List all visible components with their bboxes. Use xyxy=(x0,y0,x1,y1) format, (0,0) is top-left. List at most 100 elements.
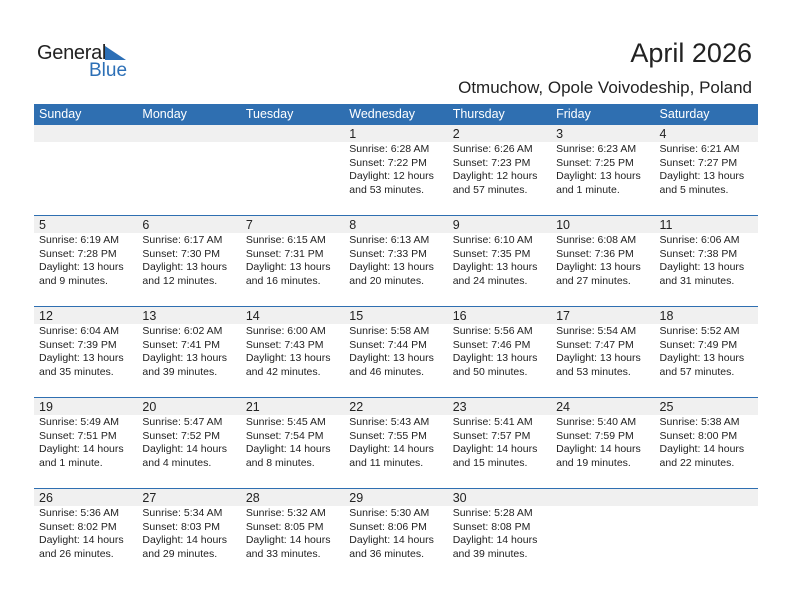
day-cell: 5 Sunrise: 6:19 AM Sunset: 7:28 PM Daylight… xyxy=(34,216,138,306)
daylight2-text: and 50 minutes. xyxy=(452,365,528,378)
day-info: Sunrise: 6:26 AM Sunset: 7:23 PM Daylight:… xyxy=(448,142,551,197)
sunset-text: Sunset: 7:35 PM xyxy=(452,247,531,260)
sunset-text: Sunset: 7:30 PM xyxy=(142,247,221,260)
day-number: 1 xyxy=(344,125,448,142)
day-number: 29 xyxy=(344,489,448,506)
day-info: Sunrise: 6:10 AM Sunset: 7:35 PM Daylight:… xyxy=(448,233,551,288)
sunset-text: Sunset: 8:05 PM xyxy=(245,520,324,533)
day-info: Sunrise: 5:49 AM Sunset: 7:51 PM Daylight:… xyxy=(34,415,137,470)
day-info: Sunrise: 6:15 AM Sunset: 7:31 PM Daylight:… xyxy=(241,233,344,288)
sunset-text: Sunset: 8:06 PM xyxy=(349,520,427,533)
weekday-monday: Monday xyxy=(142,107,187,121)
day-info: Sunrise: 6:28 AM Sunset: 7:22 PM Daylight:… xyxy=(344,142,447,197)
sunset-text: Sunset: 7:25 PM xyxy=(556,156,634,169)
daylight2-text: and 20 minutes. xyxy=(349,274,424,287)
day-cell: 3 Sunrise: 6:23 AM Sunset: 7:25 PM Daylight… xyxy=(551,125,655,215)
page-title: April 2026 xyxy=(630,38,752,68)
day-number: 7 xyxy=(240,216,345,233)
daylight1-text: Daylight: 13 hours xyxy=(452,261,538,273)
sunrise-text: Sunrise: 6:17 AM xyxy=(142,234,223,246)
day-cell: 30 Sunrise: 5:28 AM Sunset: 8:08 PM Dayligh… xyxy=(447,489,552,579)
sunrise-text: Sunrise: 6:28 AM xyxy=(349,143,430,155)
day-number: 5 xyxy=(34,216,138,233)
day-cell: 2 Sunrise: 6:26 AM Sunset: 7:23 PM Daylight… xyxy=(447,125,552,215)
daylight1-text: Daylight: 13 hours xyxy=(245,261,331,273)
day-cell: 24 Sunrise: 5:40 AM Sunset: 7:59 PM Dayligh… xyxy=(551,398,655,488)
day-cell: 1 Sunrise: 6:28 AM Sunset: 7:22 PM Daylight… xyxy=(344,125,448,215)
sunset-text: Sunset: 7:52 PM xyxy=(142,429,221,442)
day-info: Sunrise: 5:34 AM Sunset: 8:03 PM Daylight:… xyxy=(137,506,240,561)
sunset-text: Sunset: 7:54 PM xyxy=(245,429,324,442)
sunrise-text: Sunrise: 5:38 AM xyxy=(659,416,740,428)
daylight2-text: and 8 minutes. xyxy=(245,456,315,469)
logo-text-blue: Blue xyxy=(89,60,128,81)
sunset-text: Sunset: 7:47 PM xyxy=(556,338,634,351)
sunrise-text: Sunrise: 5:30 AM xyxy=(349,507,430,519)
sunset-text: Sunset: 7:28 PM xyxy=(39,247,117,260)
daylight1-text: Daylight: 13 hours xyxy=(39,261,124,273)
day-info: Sunrise: 6:19 AM Sunset: 7:28 PM Daylight:… xyxy=(34,233,137,288)
day-cell: 23 Sunrise: 5:41 AM Sunset: 7:57 PM Dayligh… xyxy=(447,398,552,488)
day-number: 16 xyxy=(447,307,552,324)
sunrise-text: Sunrise: 5:58 AM xyxy=(349,325,430,337)
daylight1-text: Daylight: 14 hours xyxy=(142,443,228,455)
daylight2-text: and 1 minute. xyxy=(39,456,103,469)
day-info: Sunrise: 5:36 AM Sunset: 8:02 PM Daylight:… xyxy=(34,506,137,561)
daylight1-text: Daylight: 14 hours xyxy=(39,534,124,546)
day-cell: 20 Sunrise: 5:47 AM Sunset: 7:52 PM Dayligh… xyxy=(137,398,241,488)
sunrise-text: Sunrise: 5:28 AM xyxy=(452,507,533,519)
day-number: 6 xyxy=(137,216,241,233)
weekday-sunday: Sunday xyxy=(39,107,82,121)
daylight2-text: and 1 minute. xyxy=(556,183,620,196)
day-number xyxy=(137,125,241,142)
sunset-text: Sunset: 7:41 PM xyxy=(142,338,221,351)
daylight2-text: and 4 minutes. xyxy=(142,456,212,469)
sunset-text: Sunset: 8:00 PM xyxy=(659,429,738,442)
day-number: 15 xyxy=(344,307,448,324)
empty-cell xyxy=(240,125,345,215)
day-cell: 28 Sunrise: 5:32 AM Sunset: 8:05 PM Dayligh… xyxy=(240,489,345,579)
daylight1-text: Daylight: 14 hours xyxy=(556,443,641,455)
day-info: Sunrise: 5:30 AM Sunset: 8:06 PM Daylight:… xyxy=(344,506,447,561)
day-cell: 4 Sunrise: 6:21 AM Sunset: 7:27 PM Daylight… xyxy=(654,125,758,215)
day-info: Sunrise: 5:32 AM Sunset: 8:05 PM Daylight:… xyxy=(241,506,344,561)
sunrise-text: Sunrise: 5:52 AM xyxy=(659,325,740,337)
day-number: 21 xyxy=(240,398,345,415)
day-info: Sunrise: 6:23 AM Sunset: 7:25 PM Daylight:… xyxy=(551,142,654,197)
daylight1-text: Daylight: 13 hours xyxy=(659,170,745,182)
weekday-header: Sunday Monday Tuesday Wednesday Thursday Frid… xyxy=(34,104,758,125)
sunset-text: Sunset: 8:02 PM xyxy=(39,520,117,533)
daylight1-text: Daylight: 13 hours xyxy=(556,352,641,364)
daylight1-text: Daylight: 14 hours xyxy=(245,534,331,546)
day-cell: 18 Sunrise: 5:52 AM Sunset: 7:49 PM Dayligh… xyxy=(654,307,758,397)
day-info: Sunrise: 6:00 AM Sunset: 7:43 PM Daylight:… xyxy=(241,324,344,379)
daylight2-text: and 22 minutes. xyxy=(659,456,735,469)
day-number: 17 xyxy=(551,307,655,324)
daylight2-text: and 36 minutes. xyxy=(349,547,424,560)
sunrise-text: Sunrise: 5:47 AM xyxy=(142,416,223,428)
daylight1-text: Daylight: 12 hours xyxy=(452,170,538,182)
daylight2-text: and 35 minutes. xyxy=(39,365,114,378)
day-cell: 16 Sunrise: 5:56 AM Sunset: 7:46 PM Dayligh… xyxy=(447,307,552,397)
week-row: 5 Sunrise: 6:19 AM Sunset: 7:28 PM Daylight… xyxy=(34,215,758,306)
day-number: 25 xyxy=(654,398,758,415)
day-number: 18 xyxy=(654,307,758,324)
daylight2-text: and 39 minutes. xyxy=(142,365,218,378)
week-row: 26 Sunrise: 5:36 AM Sunset: 8:02 PM Dayligh… xyxy=(34,488,758,579)
sunset-text: Sunset: 7:59 PM xyxy=(556,429,634,442)
sunset-text: Sunset: 7:33 PM xyxy=(349,247,427,260)
sunrise-text: Sunrise: 5:41 AM xyxy=(452,416,533,428)
daylight2-text: and 53 minutes. xyxy=(556,365,631,378)
day-info: Sunrise: 6:08 AM Sunset: 7:36 PM Daylight:… xyxy=(551,233,654,288)
weekday-friday: Friday xyxy=(556,107,591,121)
day-cell: 17 Sunrise: 5:54 AM Sunset: 7:47 PM Dayligh… xyxy=(551,307,655,397)
empty-cell xyxy=(137,125,241,215)
weekday-wednesday: Wednesday xyxy=(349,107,416,121)
daylight2-text: and 5 minutes. xyxy=(659,183,729,196)
day-info: Sunrise: 5:58 AM Sunset: 7:44 PM Daylight:… xyxy=(344,324,447,379)
empty-cell xyxy=(551,489,655,579)
day-cell: 21 Sunrise: 5:45 AM Sunset: 7:54 PM Dayligh… xyxy=(240,398,345,488)
sunset-text: Sunset: 7:51 PM xyxy=(39,429,117,442)
day-info: Sunrise: 6:04 AM Sunset: 7:39 PM Daylight:… xyxy=(34,324,137,379)
